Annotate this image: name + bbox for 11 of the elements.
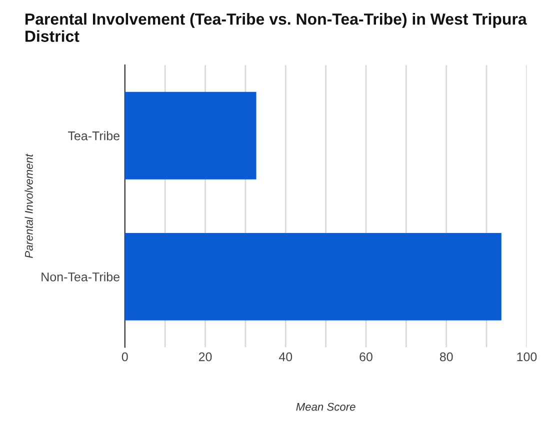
y-tick-label: Non-Tea-Tribe [42,272,120,282]
x-tick-label: 40 [278,352,292,362]
x-tick-label: 20 [198,352,212,362]
y-tick-label: Tea-Tribe [68,131,120,140]
y-axis-title: Parental Involvement [24,154,33,258]
x-axis-title: Mean Score [296,402,356,411]
x-tick-label: 80 [440,352,453,362]
x-tick-label: 0 [122,352,128,362]
chart-title: Parental Involvement (Tea-Tribe vs. Non-Tea-Tribe) in West Tripura District [26,13,527,42]
x-tick-label: 60 [360,352,372,362]
x-tick-label: 100 [517,352,537,362]
